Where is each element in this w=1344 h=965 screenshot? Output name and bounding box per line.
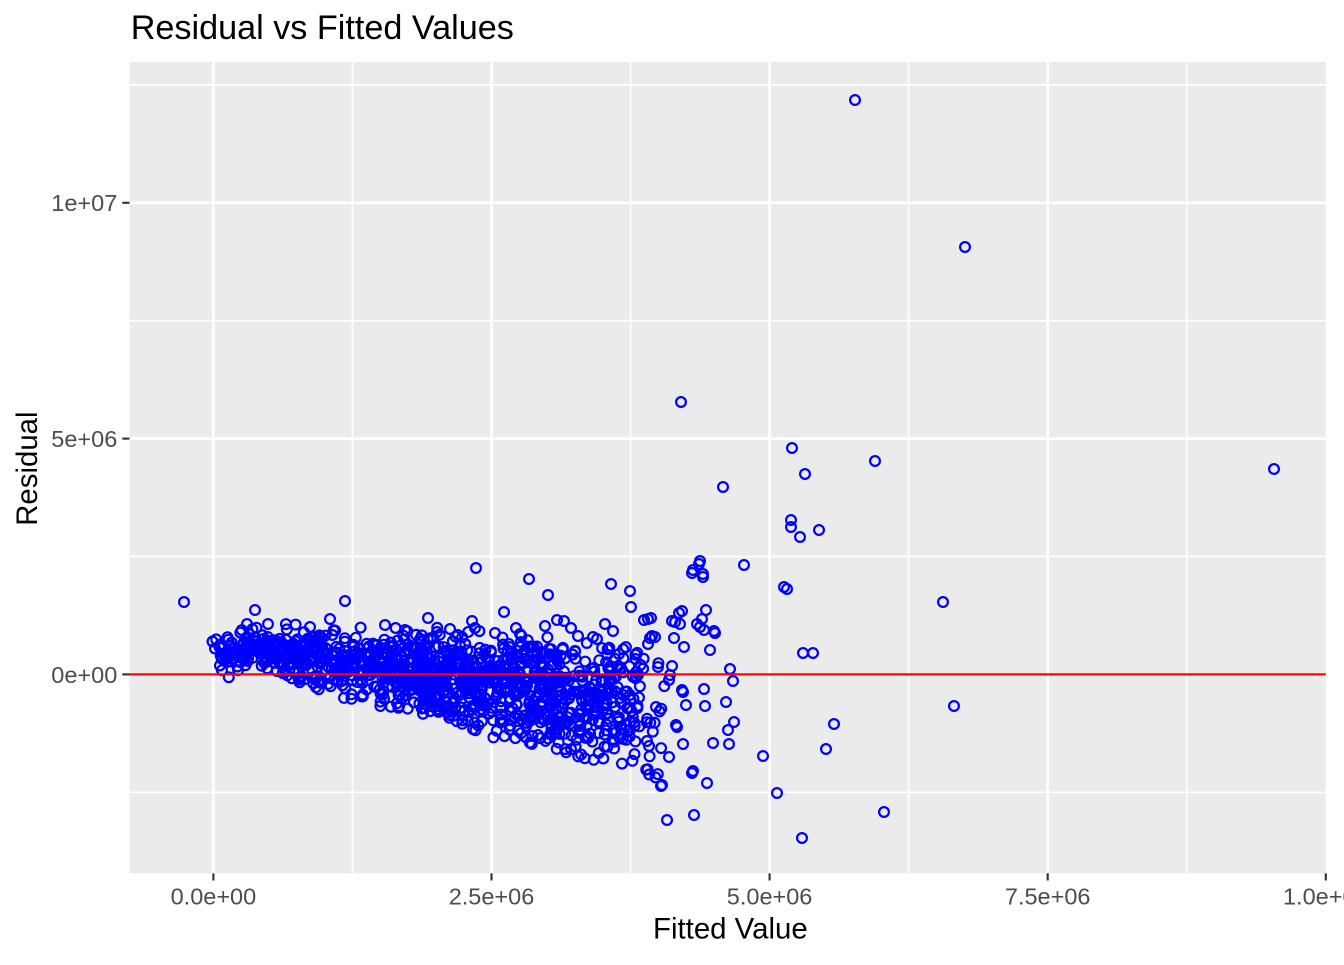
svg-text:5e+06: 5e+06 bbox=[51, 426, 117, 452]
svg-text:5.0e+06: 5.0e+06 bbox=[727, 884, 813, 910]
svg-text:0.0e+00: 0.0e+00 bbox=[171, 884, 257, 910]
svg-text:1e+07: 1e+07 bbox=[51, 190, 117, 216]
svg-text:0e+00: 0e+00 bbox=[51, 662, 117, 688]
svg-text:1.0e+07: 1.0e+07 bbox=[1283, 884, 1344, 910]
svg-text:2.5e+06: 2.5e+06 bbox=[449, 884, 535, 910]
svg-text:Residual vs Fitted Values: Residual vs Fitted Values bbox=[131, 9, 514, 47]
svg-text:7.5e+06: 7.5e+06 bbox=[1005, 884, 1091, 910]
svg-text:Fitted Value: Fitted Value bbox=[653, 913, 808, 946]
svg-text:Residual: Residual bbox=[11, 411, 44, 525]
